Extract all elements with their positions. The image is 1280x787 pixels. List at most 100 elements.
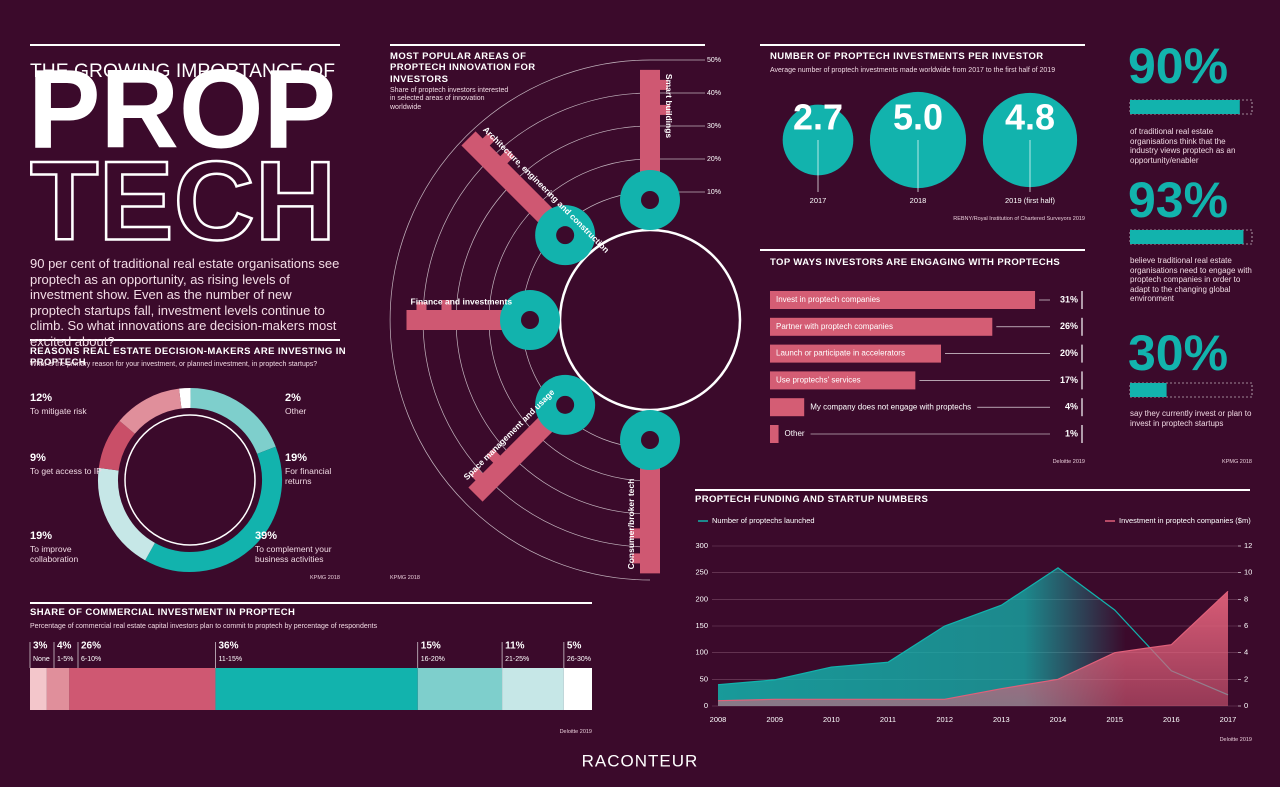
category-label: 6-10% — [81, 656, 101, 663]
category-label: 26-30% — [567, 656, 591, 663]
stat-bar — [1130, 100, 1240, 114]
x-tick-label: 2013 — [993, 715, 1010, 724]
key-label: Smart buildings — [664, 74, 674, 138]
x-tick-label: 2015 — [1106, 715, 1123, 724]
source: REBNY/Royal Institution of Chartered Sur… — [953, 216, 1085, 222]
stat-text: of traditional real estate organisations… — [1130, 127, 1236, 165]
y-tick-label: 100 — [695, 648, 708, 657]
segment — [417, 668, 503, 710]
value-label: 1% — [1065, 428, 1078, 438]
donut-segment — [179, 388, 191, 409]
stat-value: 90% — [1128, 38, 1228, 94]
category-label: To complement your business activities — [255, 544, 332, 565]
key-hole — [641, 431, 659, 449]
legend-label: Investment in proptech companies ($m) — [1119, 516, 1251, 525]
key-shaft — [461, 131, 554, 224]
bar-label: Partner with proptech companies — [776, 322, 893, 331]
key-hole — [641, 191, 659, 209]
category-label: To get access to IP — [30, 466, 102, 476]
stat-bar — [1130, 230, 1244, 244]
value-label: 17% — [1060, 375, 1078, 385]
y-tick-label: 200 — [695, 594, 708, 603]
y2-tick-label: 6 — [1244, 621, 1248, 630]
category-label: None — [33, 656, 50, 663]
key-tooth — [498, 149, 515, 165]
value-label: 19% — [30, 530, 53, 542]
title-big: PROP — [28, 47, 336, 172]
grid-arc — [389, 59, 651, 581]
title-outline: TECH — [30, 139, 336, 264]
chart-title: PROPTECH FUNDING AND STARTUP NUMBERS — [695, 494, 929, 505]
chart-subtitle: Average number of proptech investments m… — [770, 67, 1056, 74]
source: Deloitte 2019 — [1219, 737, 1252, 743]
y-tick-label: 30% — [707, 123, 721, 130]
value-label: 4% — [1065, 402, 1078, 412]
value-label: 2.7 — [793, 97, 843, 138]
bar-label: Launch or participate in accelerators — [776, 349, 905, 358]
y2-tick-label: 0 — [1244, 701, 1248, 710]
chart-subtitle: Share of proptech investors interested i… — [390, 87, 509, 111]
x-tick-label: 2010 — [823, 715, 840, 724]
category-label: 16-20% — [421, 656, 445, 663]
value-label: 39% — [255, 530, 278, 542]
intro: 90 per cent of traditional real estate o… — [30, 256, 340, 349]
stat-bar — [1130, 383, 1167, 397]
category-label: To improve collaboration — [30, 544, 79, 565]
category-label: 1-5% — [57, 656, 73, 663]
chart-title: NUMBER OF PROPTECH INVESTMENTS PER INVES… — [770, 51, 1044, 62]
x-tick-label: 2017 — [1220, 715, 1237, 724]
legend-label: Number of proptechs launched — [712, 516, 815, 525]
bar-label: Other — [785, 429, 805, 438]
x-tick-label: 2011 — [880, 715, 896, 724]
y2-tick-label: 12 — [1244, 541, 1252, 550]
y-tick-label: 250 — [695, 568, 708, 577]
value-label: 36% — [218, 641, 238, 652]
bar — [770, 291, 1036, 309]
key-hole — [556, 395, 575, 414]
y2-tick-label: 10 — [1244, 568, 1252, 577]
category-label: 11-15% — [218, 656, 242, 663]
bar-label: Use proptechs' services — [776, 376, 861, 385]
value-label: 20% — [1060, 348, 1078, 358]
y-tick-label: 10% — [707, 189, 721, 196]
value-label: 12% — [30, 392, 53, 404]
source: KPMG 2018 — [310, 575, 340, 581]
value-label: 15% — [421, 641, 441, 652]
y2-tick-label: 8 — [1244, 594, 1248, 603]
y2-tick-label: 4 — [1244, 648, 1248, 657]
x-tick-label: 2012 — [936, 715, 953, 724]
stat-value: 93% — [1128, 172, 1228, 228]
source: Deloitte 2019 — [559, 729, 592, 735]
chart-title: REASONS REAL ESTATE DECISION-MAKERS ARE … — [30, 346, 347, 369]
donut-segment — [119, 388, 182, 435]
donut-segment — [98, 420, 136, 471]
key-tooth — [469, 467, 484, 482]
y-tick-label: 0 — [704, 701, 708, 710]
series-line — [717, 567, 1229, 696]
stat-text: say they currently invest or plan to inv… — [1130, 409, 1252, 428]
segment — [563, 668, 592, 710]
bar — [770, 398, 805, 417]
chart-title: TOP WAYS INVESTORS ARE ENGAGING WITH PRO… — [770, 257, 1061, 268]
bar — [770, 425, 779, 443]
bar — [770, 344, 941, 363]
x-tick-label: 2014 — [1050, 715, 1067, 724]
value-label: 26% — [81, 641, 101, 652]
value-label: 5.0 — [893, 97, 943, 138]
donut-segment — [98, 467, 156, 561]
chart-title: SHARE OF COMMERCIAL INVESTMENT IN PROPTE… — [30, 607, 296, 618]
value-label: 4.8 — [1005, 97, 1055, 138]
source: Deloitte 2019 — [1052, 459, 1085, 465]
chart-title: MOST POPULAR AREAS OF PROPTECH INNOVATIO… — [390, 51, 536, 85]
brand: RACONTEUR — [582, 751, 699, 770]
stat-text: believe traditional real estate organisa… — [1130, 256, 1252, 304]
donut-segment — [145, 446, 282, 572]
category-label: 21-25% — [505, 656, 529, 663]
segment — [215, 668, 418, 710]
x-tick-label: 2016 — [1163, 715, 1180, 724]
bar-label: Invest in proptech companies — [776, 295, 880, 304]
key-tooth — [481, 132, 496, 147]
source: KPMG 2018 — [1222, 459, 1252, 465]
